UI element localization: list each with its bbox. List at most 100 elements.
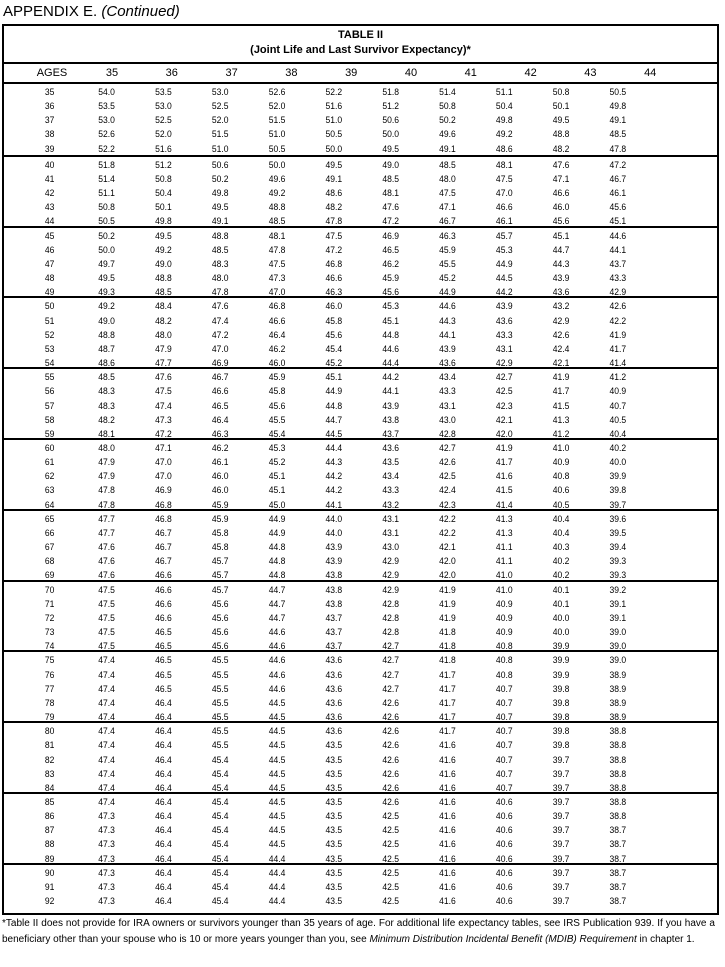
table-cell: 49.5 (211, 202, 229, 213)
table-cell: 48.1 (382, 188, 399, 199)
table-cell: 38.7 (609, 825, 627, 836)
table-cell: 48.8 (211, 230, 229, 241)
table-row: 84 47.4 46.4 45.4 44.5 43.5 42.6 41.6 40.7 39.7 38… (4, 781, 681, 795)
table-cell: 46.0 (325, 301, 343, 312)
table-cell: 46.4 (155, 712, 172, 723)
table-cell: 39.8 (552, 697, 570, 708)
table-cell: 47.1 (155, 443, 172, 453)
table-row: 91 47.3 46.4 45.4 44.4 43.5 42.5 41.6 40.6 39.7 38… (4, 880, 681, 894)
table-cell: 39.9 (609, 471, 627, 482)
table-cell: 44.6 (268, 655, 286, 666)
table-cell: 38.8 (609, 740, 627, 751)
table-cell: 43.8 (325, 598, 343, 609)
table-cell: 49.5 (552, 115, 570, 126)
table-cell: 41.5 (552, 400, 570, 411)
table-cell: 47.4 (98, 655, 115, 666)
table-row: 57 48.3 47.4 46.5 45.6 44.8 43.9 43.1 42.3 41.5 40… (4, 399, 681, 413)
table-cell: 48.3 (211, 258, 229, 269)
table-cell: 51.8 (382, 87, 399, 97)
table-cell: 44.6 (268, 669, 286, 680)
table-cell: 42.4 (552, 343, 570, 354)
table-row: 43 50.8 50.1 49.5 48.8 48.2 47.6 47.1 46.6 46.0 45… (4, 200, 681, 214)
table-title: TABLE II (337, 29, 383, 41)
row-age: 67 (44, 542, 55, 553)
table-cell: 43.5 (325, 867, 343, 878)
table-cell: 39.8 (552, 683, 570, 694)
table-cell: 51.1 (495, 87, 513, 97)
table-cell: 43.6 (325, 726, 343, 737)
table-cell: 48.6 (495, 143, 513, 154)
table-cell: 43.8 (382, 414, 399, 425)
table-cell: 42.4 (439, 485, 456, 496)
table-cell: 44.9 (325, 386, 343, 397)
table-cell: 47.0 (155, 471, 172, 482)
table-row: 92 47.3 46.4 45.4 44.4 43.5 42.5 41.6 40.6 39.7 38… (4, 894, 681, 908)
table-cell: 41.8 (439, 627, 456, 638)
table-cell: 46.7 (609, 173, 627, 184)
table-cell: 39.7 (552, 839, 570, 850)
row-group: 45 50.2 49.5 48.8 48.1 47.5 46.9 46.3 45.7 45.1 44… (4, 225, 717, 297)
table-cell: 47.9 (155, 343, 172, 354)
table-cell: 41.6 (439, 740, 456, 751)
table-cell: 38.8 (609, 754, 627, 765)
table-row: 56 48.3 47.5 46.6 45.8 44.9 44.1 43.3 42.5 41.7 40… (4, 384, 681, 398)
table-cell: 39.7 (552, 811, 570, 822)
table-cell: 41.6 (439, 896, 456, 907)
table-cell: 46.1 (495, 216, 513, 227)
table-cell: 38.8 (609, 726, 627, 737)
table-cell: 39.6 (609, 513, 627, 524)
table-cell: 44.3 (552, 258, 570, 269)
table-cell: 41.3 (552, 414, 570, 425)
table-cell: 40.6 (495, 853, 513, 864)
table-cell: 39.7 (552, 768, 570, 779)
table-cell: 45.7 (211, 584, 229, 595)
table-cell: 46.3 (439, 230, 456, 241)
table-cell: 39.7 (552, 867, 570, 878)
table-cell: 51.0 (211, 143, 229, 154)
table-cell: 46.9 (155, 485, 172, 496)
table-cell: 50.8 (439, 101, 456, 112)
table-cell: 40.9 (495, 598, 513, 609)
table-cell: 46.4 (155, 797, 172, 807)
table-cell: 40.8 (552, 471, 570, 482)
table-row: 69 47.6 46.6 45.7 44.8 43.8 42.9 42.0 41.0 40.2 39… (4, 568, 681, 582)
row-age: 41 (44, 173, 55, 184)
table-cell: 51.2 (382, 101, 399, 112)
table-cell: 46.5 (382, 244, 399, 255)
table-cell: 40.0 (552, 627, 570, 638)
table-cell: 44.9 (495, 258, 513, 269)
footnote-text-end: in chapter 1. (636, 934, 695, 945)
table-cell: 49.5 (98, 273, 115, 284)
table-row: 75 47.4 46.5 45.5 44.6 43.6 42.7 41.8 40.8 39.9 39… (4, 653, 681, 667)
table-cell: 39.7 (552, 881, 570, 892)
table-cell: 44.5 (268, 797, 286, 807)
table-cell: 46.7 (211, 372, 229, 383)
row-age: 75 (44, 655, 55, 666)
table-cell: 47.4 (98, 782, 115, 793)
table-cell: 40.6 (495, 825, 513, 836)
table-cell: 49.6 (439, 129, 456, 140)
table-cell: 48.8 (268, 202, 286, 213)
table-cell: 42.9 (495, 358, 513, 369)
table-cell: 43.8 (325, 570, 343, 581)
table-cell: 45.1 (552, 230, 570, 241)
table-cell: 40.6 (495, 896, 513, 907)
table-cell: 45.4 (211, 768, 229, 779)
table-cell: 38.7 (609, 867, 627, 878)
footnote: *Table II does not provide for IRA owner… (2, 916, 715, 948)
row-group: 60 48.0 47.1 46.2 45.3 44.4 43.6 42.7 41.9 41.0 40… (4, 438, 717, 510)
table-cell: 46.6 (155, 612, 172, 623)
table-cell: 45.6 (609, 202, 627, 213)
table-cell: 49.2 (155, 244, 172, 255)
table-cell: 42.3 (495, 400, 513, 411)
table-cell: 47.8 (98, 485, 115, 496)
table-cell: 43.9 (552, 273, 570, 284)
table-cell: 40.8 (495, 669, 513, 680)
table-cell: 44.5 (268, 726, 286, 737)
table-cell: 47.2 (211, 329, 229, 340)
row-age: 58 (44, 414, 55, 425)
table-row: 82 47.4 46.4 45.4 44.5 43.5 42.6 41.6 40.7 39.7 38… (4, 753, 681, 767)
row-age: 42 (44, 188, 55, 199)
table-cell: 43.0 (439, 414, 456, 425)
table-cell: 44.1 (325, 499, 343, 510)
